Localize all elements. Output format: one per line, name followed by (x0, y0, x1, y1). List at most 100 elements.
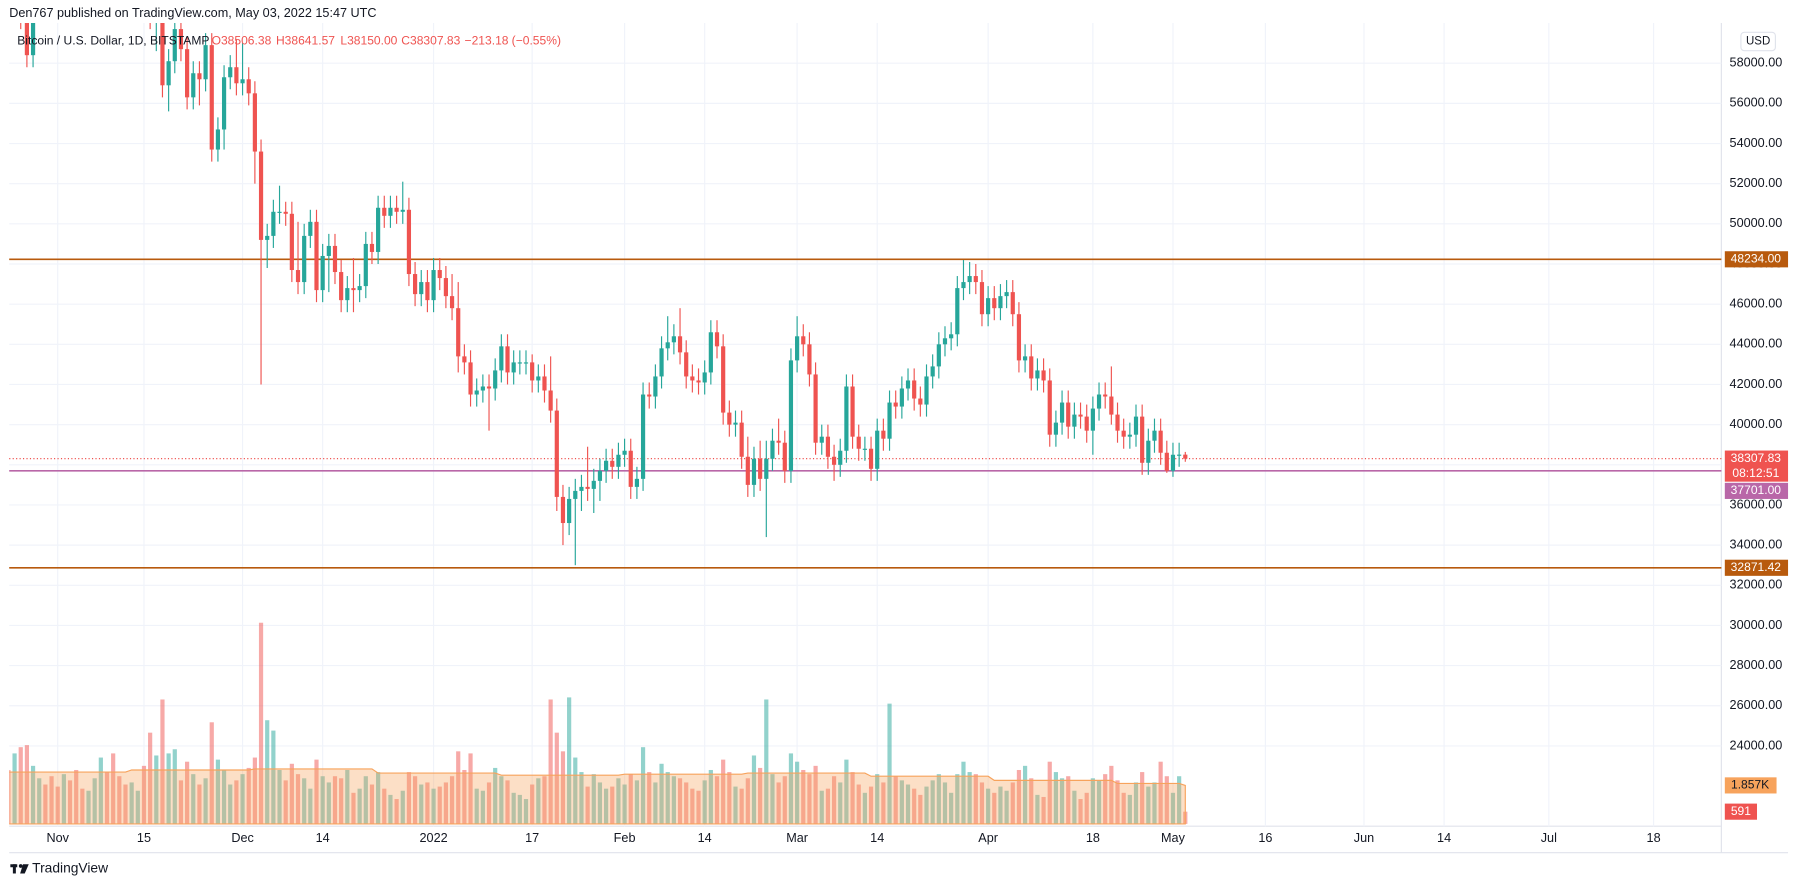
candle-body (240, 79, 245, 84)
volume-bar (369, 784, 375, 824)
y-tick-label: 40000.00 (1730, 417, 1783, 431)
volume-bar (973, 774, 978, 824)
candle-body (1016, 314, 1022, 361)
volume-bar (721, 759, 726, 824)
volume-bar (443, 782, 448, 824)
publish-header: Den767 published on TradingView.com, May… (9, 6, 376, 20)
volume-bar (49, 776, 54, 824)
volume-bar (1146, 786, 1151, 824)
candle-body (228, 67, 233, 78)
volume-ma-area (9, 768, 1186, 825)
candle-body (708, 332, 713, 373)
candle-body (573, 490, 578, 499)
volume-bar (690, 788, 695, 824)
candle-body (659, 348, 664, 377)
volume-bar (881, 782, 886, 824)
volume-bar (727, 772, 732, 824)
volume-bar (419, 784, 424, 824)
level-label-box (1724, 482, 1789, 499)
candle-body (893, 402, 898, 407)
last-price-box (1724, 450, 1789, 482)
candle-body (924, 376, 929, 405)
candle-body (905, 380, 911, 389)
volume-bar (1096, 780, 1102, 824)
volume-bar (400, 790, 405, 824)
candle-body (234, 67, 239, 84)
candle-body (1010, 292, 1015, 315)
currency-box[interactable] (1740, 31, 1776, 52)
candle-body (1078, 414, 1083, 417)
grid (9, 23, 1722, 827)
volume-bar (30, 765, 36, 824)
candle-body (1146, 440, 1151, 463)
candle-body (456, 308, 461, 357)
volume-bar (998, 786, 1003, 824)
currency[interactable]: USD (1746, 36, 1770, 48)
volume-bar (166, 753, 171, 824)
volume-bar (302, 778, 307, 824)
volume-bar (1177, 776, 1182, 824)
volume-bar (671, 776, 676, 824)
candle-body (1133, 416, 1139, 435)
volume-bar (289, 763, 294, 824)
volume-bar (517, 794, 522, 824)
candle-body (696, 380, 701, 383)
volume-bar (141, 765, 147, 824)
volume-bar (1115, 780, 1120, 824)
volume-bar (314, 759, 319, 824)
candle-body (1103, 394, 1108, 397)
candle-body (443, 278, 448, 297)
volume-bar (1059, 778, 1065, 824)
axis-labels: 24000.00 26000.00 28000.00 30000.00 32000.00… (46, 56, 1789, 845)
volume-bar (185, 761, 190, 824)
x-tick-label: 18 (1086, 831, 1100, 845)
candle-body (1066, 402, 1071, 427)
candle-body (394, 207, 399, 212)
candle-body (351, 288, 356, 291)
candle-body (714, 332, 720, 347)
volume-bar (653, 782, 658, 824)
candle-body (942, 338, 948, 345)
candle-body (795, 336, 800, 361)
volume-bar (560, 751, 566, 824)
candle-body (339, 272, 344, 301)
volume-bar (123, 784, 128, 824)
volume-bar (961, 761, 966, 824)
volume-bar (215, 759, 221, 824)
candle-body (973, 276, 978, 283)
volume-bar (702, 780, 707, 824)
volume-bar (758, 767, 763, 824)
y-tick-label: 26000.00 (1730, 698, 1783, 712)
candle-body (955, 288, 960, 335)
volume-bar (542, 776, 547, 824)
candle-body (961, 282, 966, 289)
candle-body (1004, 292, 1009, 297)
volume-bar (320, 776, 325, 824)
volume-bar (357, 788, 362, 824)
candle-body (548, 390, 553, 411)
volume-bar (708, 769, 713, 824)
candle-body (764, 458, 769, 479)
y-tick-label: 28000.00 (1730, 658, 1783, 672)
volume-bar (912, 788, 917, 824)
volume-bar (567, 697, 572, 824)
candle-body (560, 496, 566, 524)
volume-bar (474, 788, 479, 824)
x-tick-label: Jul (1541, 831, 1557, 845)
candle-body (246, 79, 251, 94)
volume-bar (795, 761, 800, 824)
candle-body (172, 29, 177, 62)
volume-bar (628, 774, 633, 824)
candle-body (1047, 380, 1052, 435)
x-tick-label: Apr (978, 831, 998, 845)
volume-bar (1016, 769, 1022, 824)
y-tick-label: 24000.00 (1730, 738, 1783, 752)
candles (20, 23, 1188, 566)
volume-bar (1152, 782, 1157, 824)
volume-pane (9, 622, 1188, 825)
volume-bar (714, 776, 720, 824)
last-price-label: 38307.83 (1731, 451, 1782, 465)
volume-bar (1084, 792, 1089, 824)
candle-body (221, 77, 227, 130)
volume-bar (899, 780, 904, 824)
